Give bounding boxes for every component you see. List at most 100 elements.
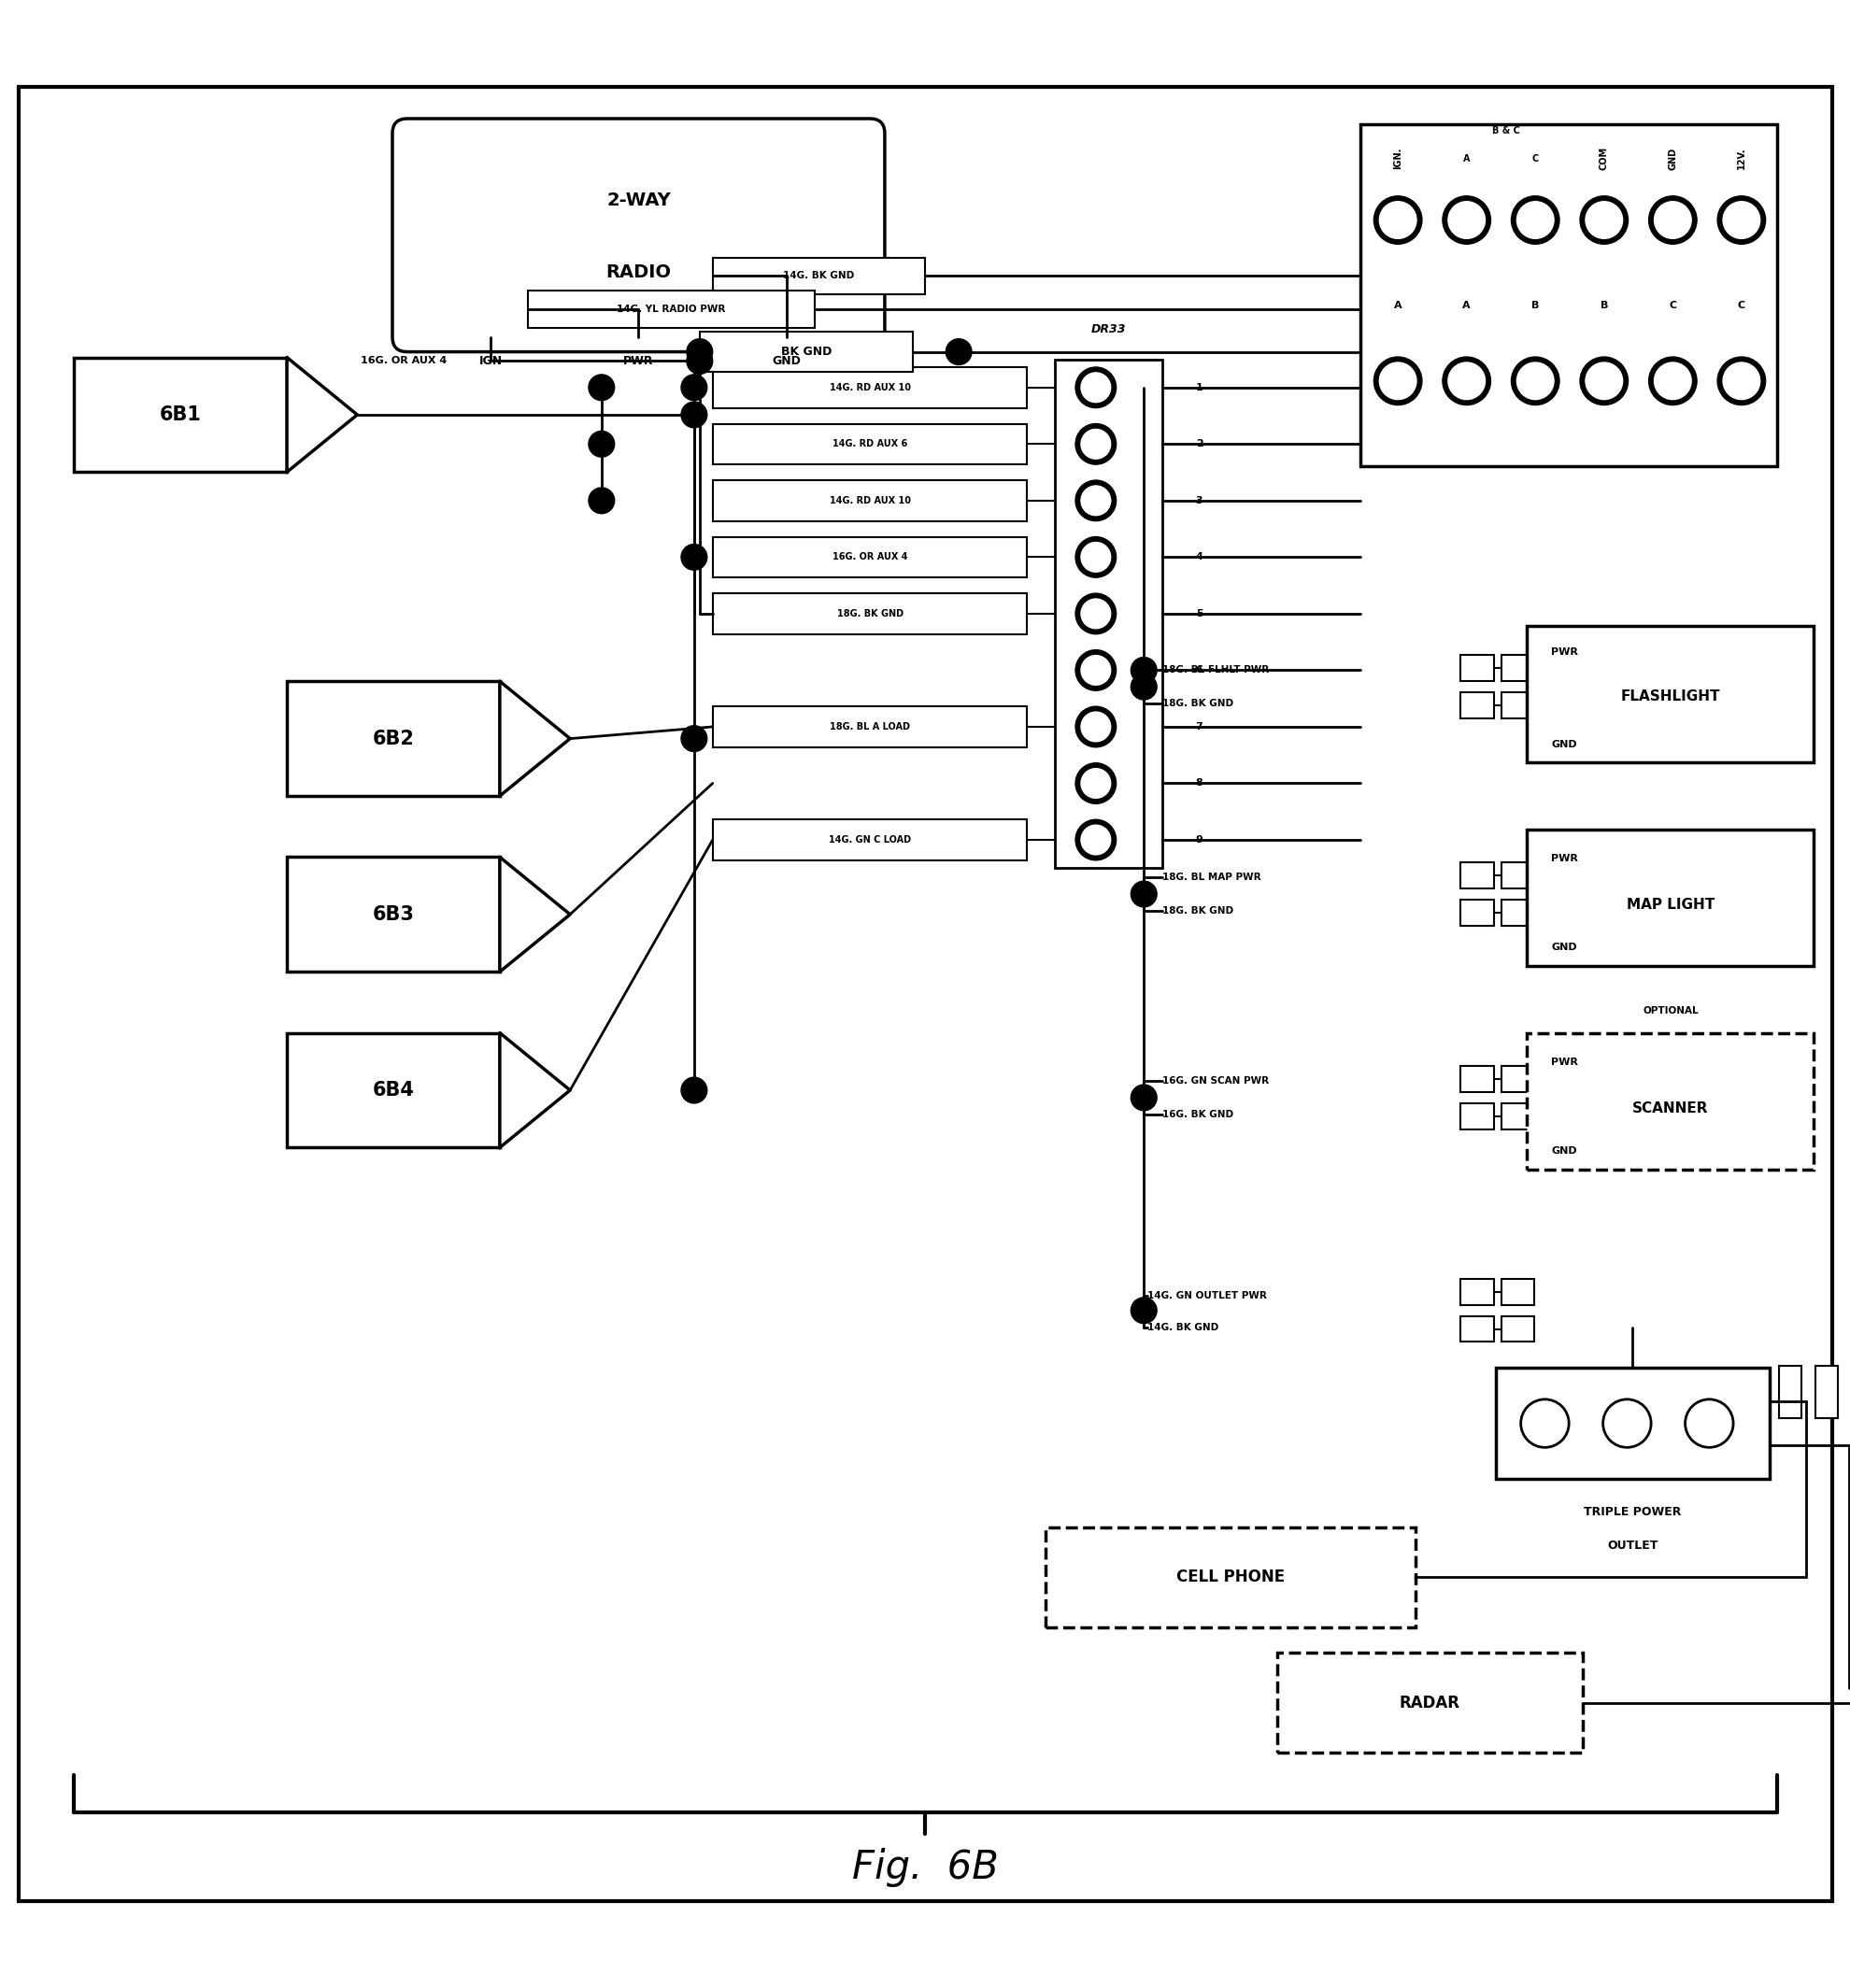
Circle shape [1080,543,1110,573]
Circle shape [1378,201,1415,239]
Text: 3: 3 [1195,495,1202,505]
Text: GND: GND [771,356,801,368]
Circle shape [681,374,707,400]
Circle shape [1447,201,1484,239]
FancyBboxPatch shape [392,119,884,352]
Bar [1460,656,1493,682]
Bar [1276,1652,1582,1753]
Circle shape [1373,197,1421,245]
Text: 14G. BK GND: 14G. BK GND [1147,1322,1217,1332]
Text: 14G. RD AUX 6: 14G. RD AUX 6 [832,439,906,449]
Bar [1778,1366,1800,1417]
Circle shape [1717,358,1765,406]
Text: GND: GND [1550,1147,1576,1155]
Circle shape [1075,368,1116,408]
Text: 18G. BK GND: 18G. BK GND [1162,907,1232,914]
Circle shape [1080,712,1110,742]
Bar [1460,692,1493,718]
Circle shape [1654,362,1691,400]
Text: 16G. GN SCAN PWR: 16G. GN SCAN PWR [1162,1076,1269,1085]
Text: GND: GND [1550,942,1576,952]
Text: 18G. BL FLHLT PWR: 18G. BL FLHLT PWR [1162,666,1269,674]
Bar [1500,656,1534,682]
Circle shape [1075,423,1116,465]
Circle shape [1080,769,1110,797]
Circle shape [1075,481,1116,521]
Circle shape [686,348,712,374]
Bar [712,706,1027,747]
Text: B: B [1600,300,1608,310]
Text: 6B3: 6B3 [372,905,414,924]
Text: C: C [1669,300,1676,310]
Circle shape [1130,1085,1156,1111]
Bar [1500,1103,1534,1129]
Circle shape [681,1077,707,1103]
Polygon shape [500,1034,570,1147]
Bar [1054,360,1162,869]
Text: 6: 6 [1195,666,1202,674]
Bar [1460,863,1493,889]
Circle shape [1441,197,1489,245]
Text: MAP LIGHT: MAP LIGHT [1626,899,1713,912]
Circle shape [1080,372,1110,402]
Bar [1460,1316,1493,1342]
Text: 6B2: 6B2 [372,730,414,747]
Circle shape [1130,881,1156,907]
Text: Fig.  6B: Fig. 6B [851,1849,999,1887]
Bar [712,368,1027,408]
Bar [287,682,500,795]
Text: IGN: IGN [479,356,501,368]
Text: B & C: B & C [1491,127,1519,135]
Text: 14G. YL RADIO PWR: 14G. YL RADIO PWR [616,304,725,314]
Bar [1500,1316,1534,1342]
Bar [1815,1366,1837,1417]
Bar [287,1034,500,1147]
Circle shape [1447,362,1484,400]
Circle shape [1654,201,1691,239]
Circle shape [1722,362,1759,400]
Bar [712,481,1027,521]
Circle shape [1722,201,1759,239]
Circle shape [1075,592,1116,634]
Text: A: A [1462,300,1471,310]
Text: GND: GND [1550,740,1576,749]
Bar [1360,123,1776,467]
Text: 12V.: 12V. [1735,147,1745,169]
Text: B: B [1530,300,1539,310]
Circle shape [1517,362,1554,400]
Text: C: C [1532,153,1537,163]
Text: RADAR: RADAR [1399,1694,1460,1712]
Circle shape [1373,358,1421,406]
Bar [527,290,814,328]
Text: C: C [1737,300,1745,310]
Bar [1500,901,1534,926]
Circle shape [1648,358,1696,406]
Text: 6B1: 6B1 [159,406,202,423]
Circle shape [1080,598,1110,628]
Polygon shape [500,857,570,972]
Circle shape [1080,429,1110,459]
Text: 4: 4 [1195,553,1202,563]
Circle shape [588,374,614,400]
Bar [712,592,1027,634]
Bar [1460,1066,1493,1091]
Circle shape [1517,201,1554,239]
Bar [712,537,1027,577]
Text: 18G. BK GND: 18G. BK GND [1162,698,1232,708]
Text: 6B4: 6B4 [372,1081,414,1099]
Text: PWR: PWR [1550,646,1578,656]
Circle shape [1580,197,1628,245]
Text: 2-WAY: 2-WAY [607,191,670,209]
Text: 14G. GN OUTLET PWR: 14G. GN OUTLET PWR [1147,1290,1267,1300]
Bar [1526,829,1813,966]
Text: COM: COM [1598,147,1608,171]
Text: 18G. BK GND: 18G. BK GND [836,608,903,618]
Bar [1500,1278,1534,1304]
Bar [1500,692,1534,718]
Text: CELL PHONE: CELL PHONE [1177,1569,1284,1584]
Text: 16G. OR AUX 4: 16G. OR AUX 4 [361,356,448,366]
Circle shape [1585,362,1622,400]
Circle shape [1648,197,1696,245]
Circle shape [1075,537,1116,577]
Bar [1460,901,1493,926]
